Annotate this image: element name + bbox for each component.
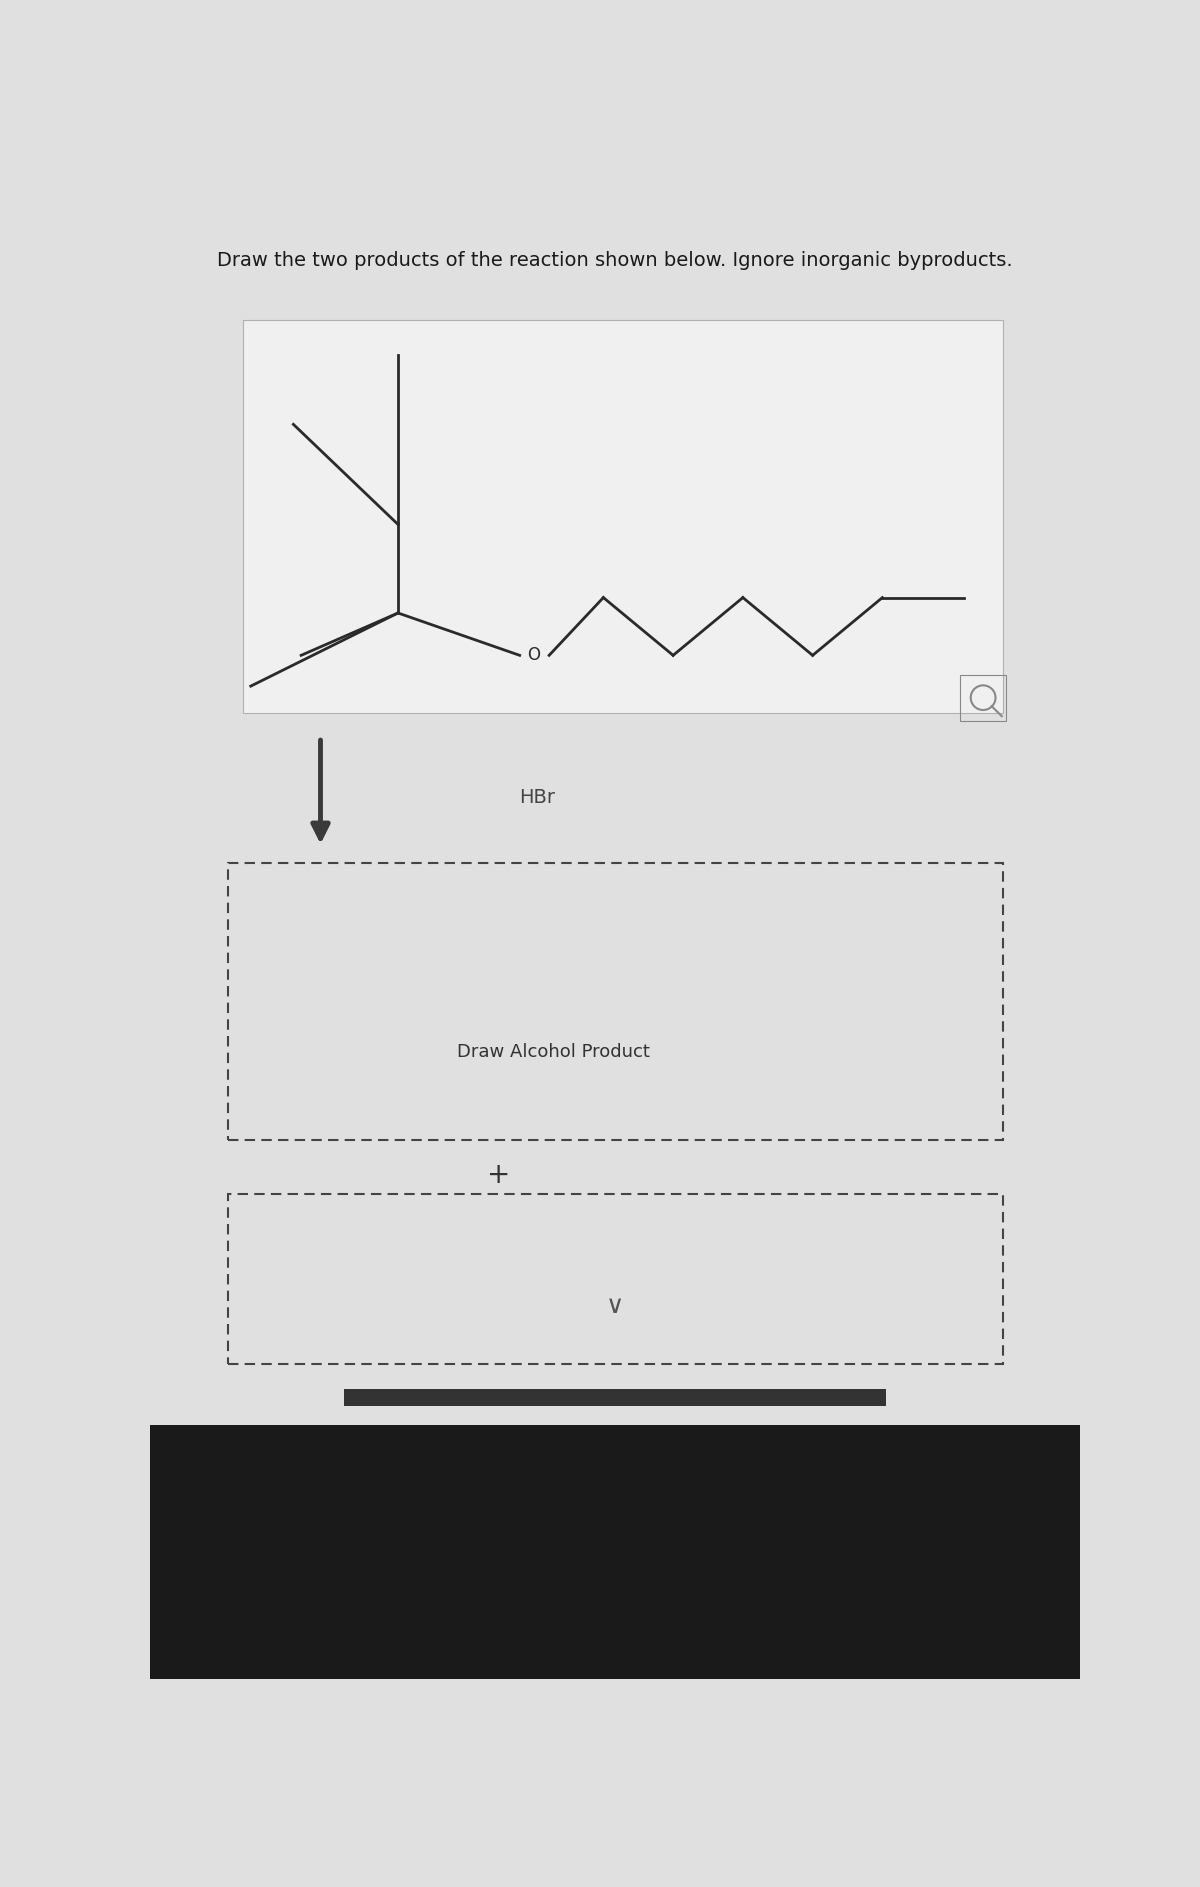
Text: HBr: HBr (520, 789, 556, 808)
Text: +: + (487, 1161, 510, 1189)
Bar (228, 862, 1002, 1140)
Text: O: O (527, 647, 540, 664)
Bar (343, 1389, 887, 1406)
Bar (242, 321, 1002, 713)
Bar (960, 674, 1007, 721)
Text: Draw Alcohol Product: Draw Alcohol Product (456, 1044, 649, 1060)
Text: Draw the two products of the reaction shown below. Ignore inorganic byproducts.: Draw the two products of the reaction sh… (217, 251, 1013, 270)
Bar (228, 1194, 1002, 1364)
Bar (150, 1425, 1080, 1679)
Text: ∨: ∨ (606, 1294, 624, 1317)
